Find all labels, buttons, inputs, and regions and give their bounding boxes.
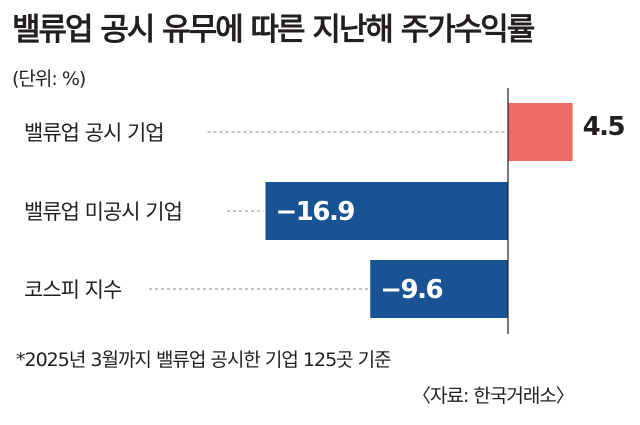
chart-title: 밸류업 공시 유무에 따른 지난해 주가수익률 (12, 12, 535, 48)
value-label: −9.6 (380, 275, 442, 305)
bar (370, 260, 508, 318)
category-label: 코스피 지수 (24, 278, 122, 302)
value-label: 4.5 (583, 112, 625, 142)
source-label: 〈자료: 한국거래소〉 (412, 385, 575, 407)
category-label: 밸류업 미공시 기업 (24, 200, 182, 224)
value-label: −16.9 (275, 197, 354, 227)
bar (508, 103, 573, 161)
unit-label: (단위: %) (12, 68, 86, 90)
category-label: 밸류업 공시 기업 (24, 121, 164, 145)
bar (265, 182, 508, 240)
bar-chart: 밸류업 공시 기업 4.5 밸류업 미공시 기업 −16.9 코스피 지수 −9.6 (24, 88, 626, 334)
footnote: *2025년 3월까지 밸류업 공시한 기업 125곳 기준 (16, 349, 392, 371)
